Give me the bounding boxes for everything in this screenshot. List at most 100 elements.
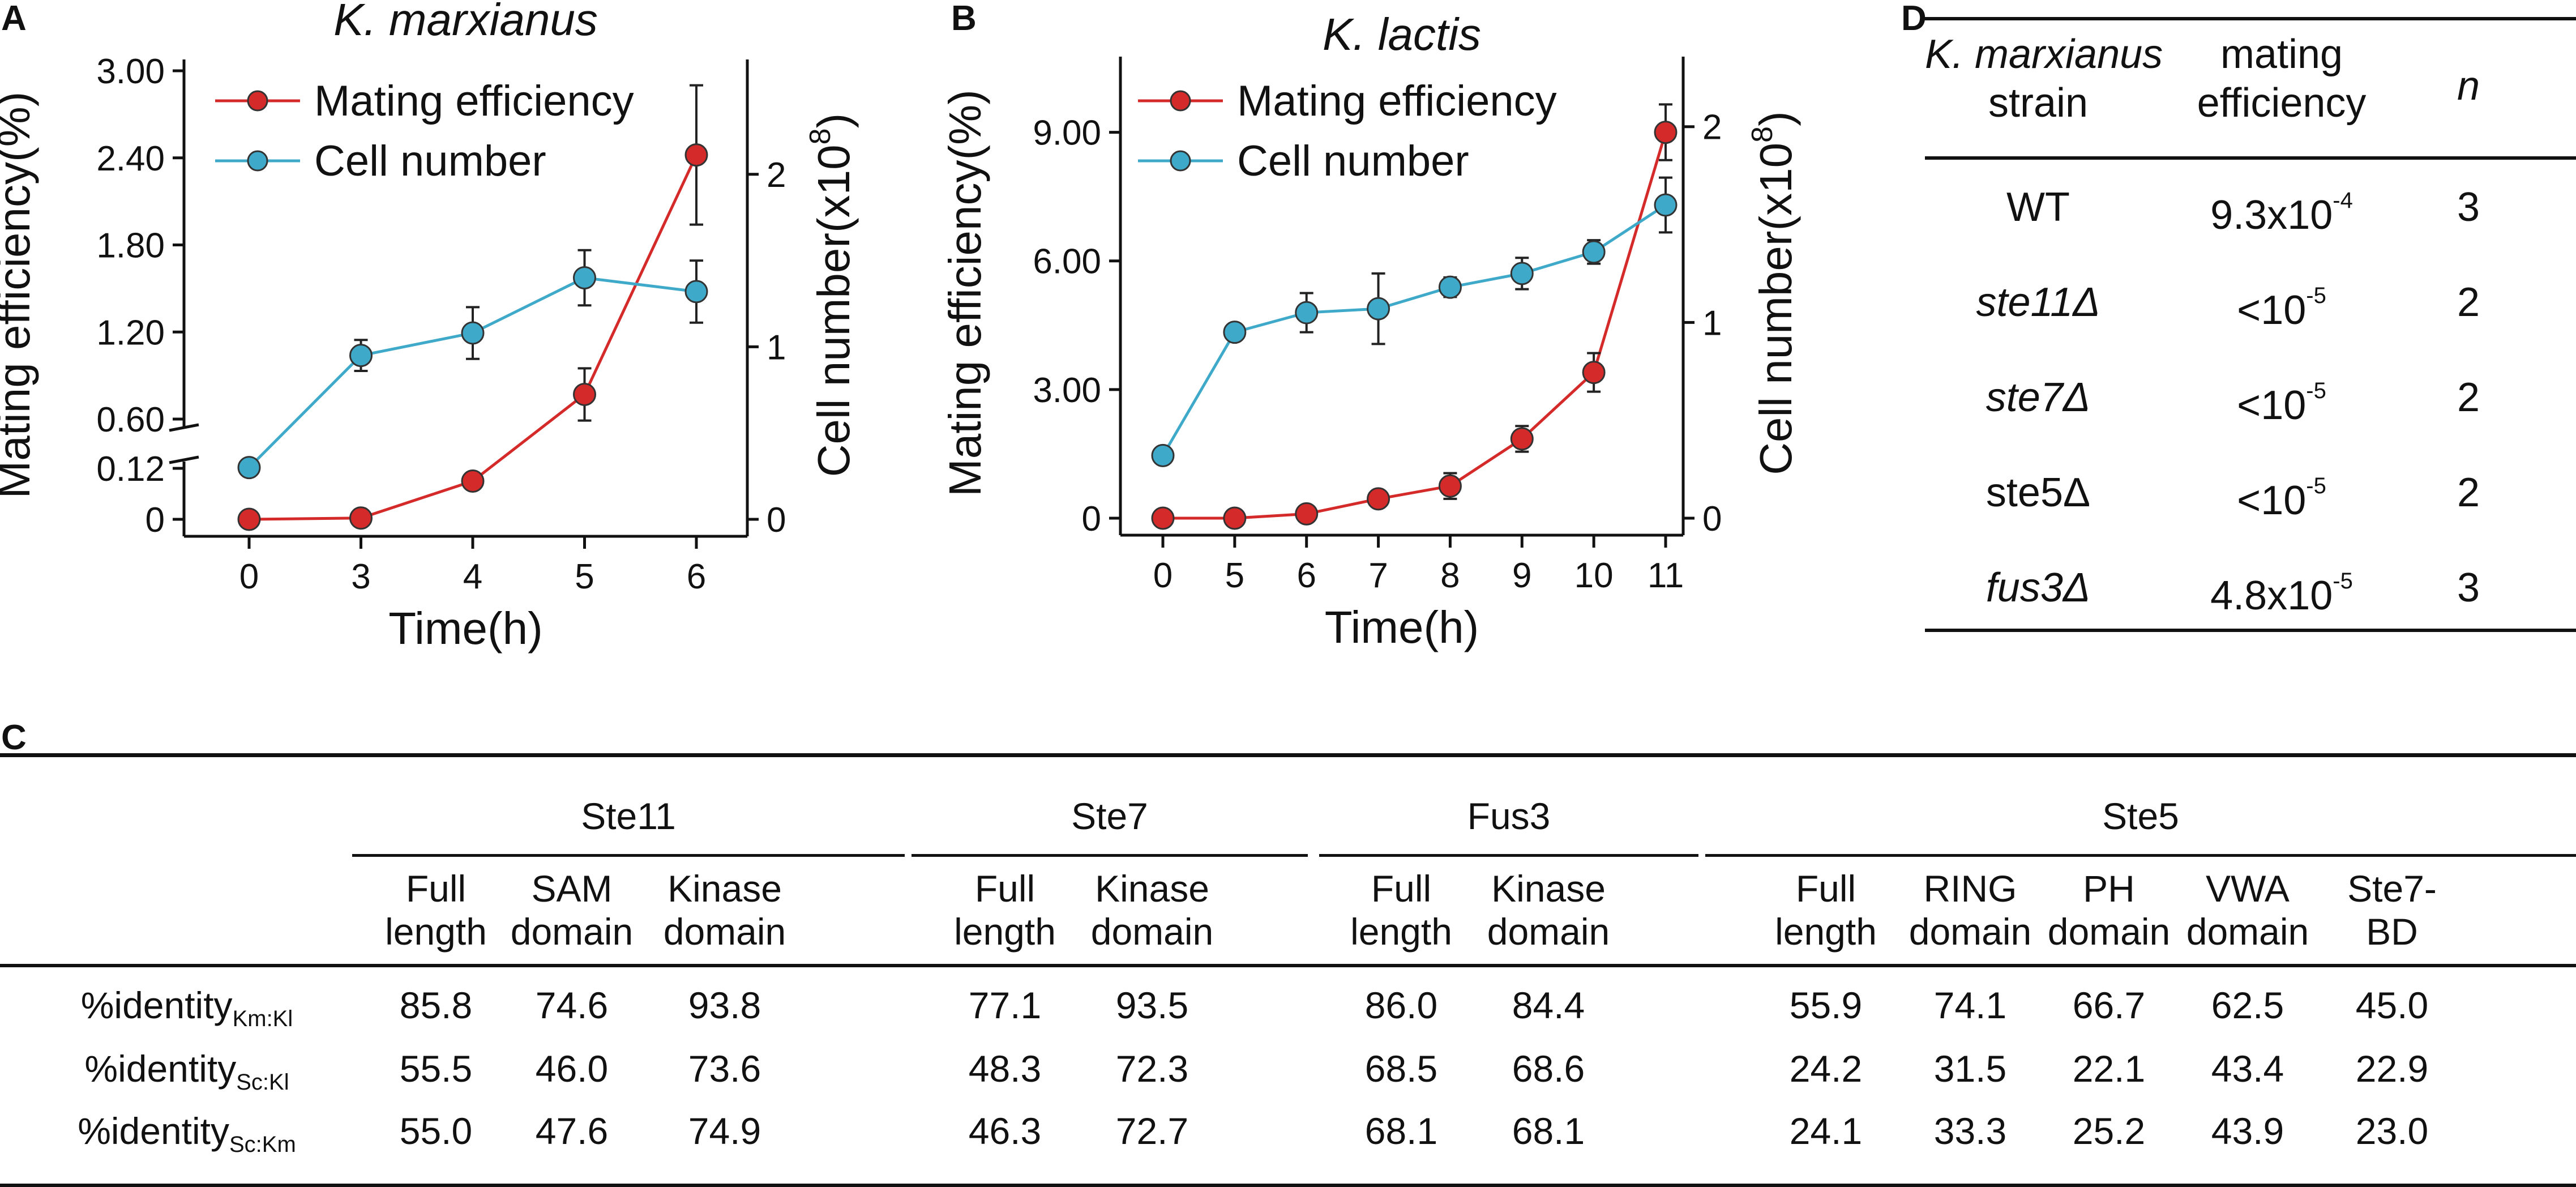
table-cell: 45.0 [2355,984,2429,1026]
y2-tick-label: 0 [767,501,786,540]
table-cell: 77.1 [968,984,1042,1026]
data-point [349,344,373,368]
legend-label: Mating efficiency [1237,77,1557,125]
legend-marker [247,150,268,172]
panel-label-d: D [1901,0,1927,38]
table-cell: 55.0 [399,1110,473,1152]
col-header-line2: domain [1909,911,2032,953]
row-label: %identityKm:Kl [28,983,345,1041]
row-label-subscript: Km:Kl [232,1006,293,1031]
table-cell: 68.5 [1364,1048,1438,1090]
table-cell: 22.9 [2355,1048,2429,1090]
table-cell: 74.9 [688,1110,761,1152]
header-cell: mating [2151,31,2412,78]
n-value: 2 [2457,470,2480,515]
y2-axis-label-exponent: 8 [804,128,837,144]
y-tick-label: 3.00 [96,52,165,91]
data-point [349,506,373,530]
row-label-subscript: Sc:Km [229,1132,296,1157]
efficiency-exponent: -5 [2306,473,2326,498]
panel-label-b: B [951,0,977,38]
y2-tick-label: 1 [1702,304,1722,343]
strain-cell: fus3Δ [1925,564,2151,612]
header-cell: K. marxianus [1925,31,2163,78]
data-point [1367,297,1390,321]
table-cell: 33.3 [1933,1110,2007,1152]
x-tick-label: 11 [1648,556,1684,595]
table-cell: 86.0 [1364,984,1438,1026]
strain-name: ste5Δ [1986,470,2091,515]
x-tick-label: 4 [463,557,482,596]
header-text: efficiency [2197,80,2367,126]
y2-tick-label: 2 [1702,108,1722,147]
col-header-line1: Full [1371,868,1432,910]
table-cell: 62.5 [2211,984,2284,1026]
y2-axis-label-base: Cell number(x10 [808,144,859,477]
y-tick-label: 0.60 [96,400,165,439]
col-header-line2: domain [2186,911,2309,953]
group-header: Fus3 [1467,795,1551,837]
x-tick-label: 5 [1225,556,1244,595]
table-cell: 72.7 [1115,1110,1189,1152]
panel-label-c: C [1,718,27,757]
data-point [684,143,708,167]
data-point [461,469,485,493]
x-tick-label: 6 [687,557,706,596]
group-underline [1705,854,2576,857]
y2-axis-label-base: Cell number(x10 [1751,143,1801,475]
x-tick-label: 3 [351,557,370,596]
chart-b: 0 3.00 6.00 9.00 0 1 2 0 5 6 7 8 9 10 11 K. lactis Time(… [940,9,1801,652]
col-header-line1: PH [2083,868,2135,910]
header-cell: efficiency [2151,79,2412,127]
strain-name: ste7Δ [1986,375,2091,420]
header-text: strain [1988,80,2089,126]
y2-axis-label: Cell number(x108) [804,113,859,477]
data-point [1438,275,1462,299]
data-point [1295,502,1319,526]
strain-cell: ste11Δ [1925,279,2151,326]
efficiency-base: 4.8x10 [2210,573,2333,618]
group-header: Ste7 [1071,795,1148,837]
col-header-line1: Ste7- [2347,868,2437,910]
data-point [1510,427,1534,451]
table-cell: 55.5 [399,1048,473,1090]
strain-cell: WT [1925,183,2151,231]
col-header-line1: Full [974,868,1035,910]
data-point [1654,193,1678,217]
efficiency-exponent: -5 [2306,378,2326,403]
n-cell: 2 [2412,279,2525,326]
y-tick-label: 3.00 [1033,371,1101,410]
data-point [1295,301,1319,324]
n-cell: 2 [2412,374,2525,421]
x-axis-label: Time(h) [1325,602,1479,652]
data-point [237,507,261,531]
col-header-line1: RING [1923,868,2017,910]
legend-marker [247,90,268,112]
efficiency-cell: 4.8x10-5 [2151,564,2412,620]
table-cell: 68.1 [1512,1110,1585,1152]
table-cell: 31.5 [1933,1048,2007,1090]
col-header-line2: length [1775,911,1877,953]
y2-axis-label: Cell number(x108) [1746,111,1801,475]
col-header-line1: VWA [2206,868,2290,910]
y-tick-label: 0 [146,501,165,540]
y-tick-label: 0 [1082,499,1101,539]
table-d: K. marxianus strain mating efficiency n WT 9.3… [1925,0,2576,646]
row-label-subscript: Sc:Kl [236,1070,289,1095]
y-axis-label: Mating efficiency(%) [940,89,990,497]
table-cell: 25.2 [2072,1110,2146,1152]
chart-a: 0 0.12 0.60 1.20 1.80 2.40 3.00 0 1 2 0 3 4 5 6 K. marx… [0,0,859,654]
row-label: %identitySc:Km [28,1109,345,1167]
table-cell: 93.8 [688,984,761,1026]
y-tick-label: 0.12 [96,450,165,489]
chart-title: K. marxianus [333,0,598,45]
header-text: mating [2220,32,2343,77]
series-line-1 [1161,203,1667,456]
efficiency-exponent: -4 [2333,188,2353,213]
col-header-line1: Full [1795,868,1856,910]
header-cell: n [2412,62,2525,110]
legend-label: Cell number [1237,137,1469,185]
header-cell: strain [1925,79,2151,127]
y-tick-label: 1.20 [96,313,165,352]
table-cell: 23.0 [2355,1110,2429,1152]
